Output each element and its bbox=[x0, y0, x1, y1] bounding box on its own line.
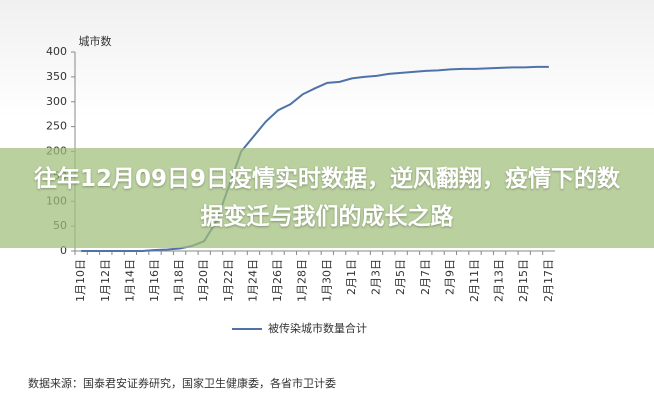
legend-label: 被传染城市数量合计 bbox=[268, 321, 367, 335]
banner-title: 往年12月09日9日疫情实时数据，逆风翻翔，疫情下的数据变迁与我们的成长之路 bbox=[33, 166, 621, 230]
y-axis-title: 城市数 bbox=[79, 34, 112, 48]
y-tick-label: 0 bbox=[60, 244, 67, 257]
x-tick-label: 1月28日 bbox=[296, 259, 309, 302]
x-tick-label: 1月18日 bbox=[173, 259, 186, 302]
source-note: 数据来源：国泰君安证券研究，国家卫生健康委，各省市卫计委 bbox=[28, 376, 336, 390]
y-tick-label: 250 bbox=[46, 120, 67, 133]
y-tick-label: 400 bbox=[46, 45, 67, 58]
x-tick-label: 1月14日 bbox=[123, 259, 136, 302]
x-tick-label: 1月20日 bbox=[197, 259, 210, 302]
x-tick-label: 2月13日 bbox=[493, 259, 506, 302]
y-tick-label: 350 bbox=[46, 70, 67, 83]
x-tick-label: 1月26日 bbox=[271, 259, 284, 302]
title-banner: 往年12月09日9日疫情实时数据，逆风翻翔，疫情下的数据变迁与我们的成长之路 bbox=[0, 148, 654, 248]
x-tick-label: 2月9日 bbox=[443, 259, 456, 295]
x-tick-label: 2月3日 bbox=[370, 259, 383, 295]
x-tick-label: 2月5日 bbox=[394, 259, 407, 295]
x-tick-label: 1月10日 bbox=[74, 259, 87, 302]
x-tick-label: 2月11日 bbox=[468, 259, 481, 302]
y-tick-label: 300 bbox=[46, 95, 67, 108]
x-tick-label: 2月17日 bbox=[542, 259, 555, 302]
x-tick-label: 1月24日 bbox=[246, 259, 259, 302]
x-tick-label: 1月30日 bbox=[320, 259, 333, 302]
x-tick-label: 1月16日 bbox=[148, 259, 161, 302]
x-tick-label: 2月1日 bbox=[345, 259, 358, 295]
x-tick-label: 2月15日 bbox=[517, 259, 530, 302]
x-tick-label: 1月22日 bbox=[222, 259, 235, 302]
x-tick-label: 2月7日 bbox=[419, 259, 432, 295]
data-line bbox=[81, 65, 549, 252]
x-tick-label: 1月12日 bbox=[99, 259, 112, 302]
